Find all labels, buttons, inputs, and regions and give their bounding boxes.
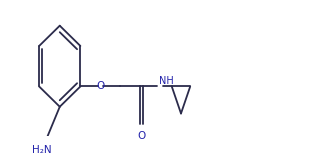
Text: H₂N: H₂N xyxy=(32,145,51,155)
Text: NH: NH xyxy=(159,76,174,86)
Text: O: O xyxy=(138,131,146,141)
Text: O: O xyxy=(96,81,104,91)
